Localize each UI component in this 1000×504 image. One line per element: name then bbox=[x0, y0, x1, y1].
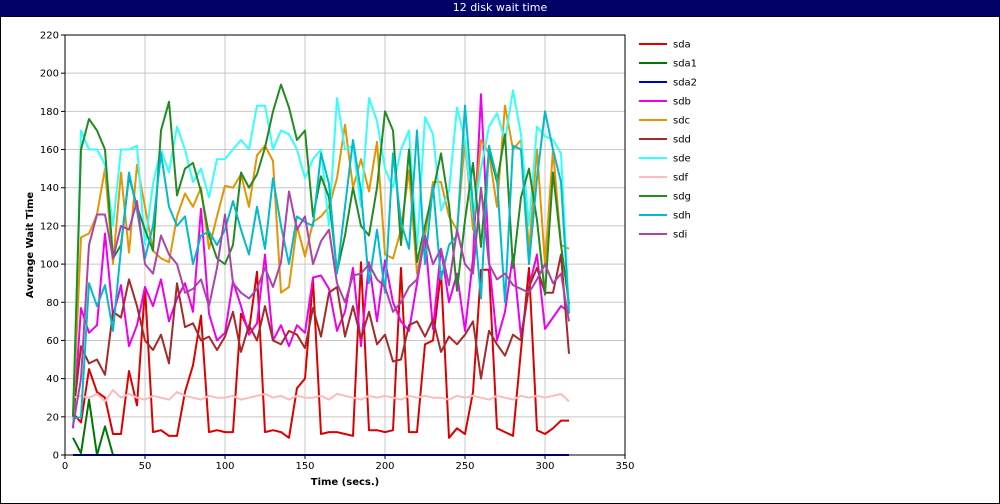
legend-label-sdf: sdf bbox=[673, 173, 689, 184]
y-tick-label: 140 bbox=[40, 183, 59, 194]
legend-label-sda2: sda2 bbox=[673, 78, 697, 89]
legend-label-sdb: sdb bbox=[673, 97, 691, 108]
legend-label-sda1: sda1 bbox=[673, 59, 697, 70]
y-tick-label: 80 bbox=[46, 298, 59, 309]
legend-label-sdd: sdd bbox=[673, 135, 691, 146]
series-line-sde bbox=[72, 89, 570, 427]
x-axis-title: Time (secs.) bbox=[311, 477, 380, 488]
series-line-sdc bbox=[72, 104, 570, 417]
y-tick-label: 220 bbox=[40, 31, 59, 42]
series-lines bbox=[72, 83, 570, 456]
x-tick-label: 250 bbox=[455, 461, 474, 472]
y-tick-label: 40 bbox=[46, 374, 59, 385]
legend-label-sdg: sdg bbox=[673, 192, 691, 203]
legend: sda sda1 sda2 sdb sdc sdd sde sdf sdg sdh sdi bbox=[639, 40, 697, 241]
x-tick-label: 50 bbox=[139, 461, 152, 472]
chart-frame: 0 50 100 150 200 250 300 350 0 20 40 60 80 100 120 140 1… bbox=[0, 16, 1000, 504]
x-tick-label: 100 bbox=[215, 461, 234, 472]
y-tick-label: 180 bbox=[40, 107, 59, 118]
legend-label-sdi: sdi bbox=[673, 230, 687, 241]
y-tick-label: 60 bbox=[46, 336, 59, 347]
y-tick-label: 0 bbox=[53, 451, 59, 462]
window-title: 12 disk wait time bbox=[0, 0, 1000, 16]
legend-label-sde: sde bbox=[673, 154, 691, 165]
series-line-sdi bbox=[72, 186, 570, 427]
axis-ticks: 0 50 100 150 200 250 300 350 0 20 40 60 80 100 120 140 1… bbox=[40, 31, 635, 473]
plot-area bbox=[64, 34, 626, 456]
legend-label-sdc: sdc bbox=[673, 116, 690, 127]
y-tick-label: 200 bbox=[40, 69, 59, 80]
legend-label-sdh: sdh bbox=[673, 211, 691, 222]
y-tick-label: 100 bbox=[40, 260, 59, 271]
series-line-sdh bbox=[72, 104, 570, 420]
y-tick-label: 160 bbox=[40, 145, 59, 156]
series-line-sdd bbox=[72, 253, 570, 417]
x-tick-label: 0 bbox=[62, 461, 68, 472]
x-tick-label: 150 bbox=[295, 461, 314, 472]
legend-label-sda: sda bbox=[673, 40, 691, 51]
y-axis-title: Average Wait Time bbox=[25, 192, 36, 299]
series-line-sdf bbox=[72, 389, 570, 403]
y-tick-label: 120 bbox=[40, 221, 59, 232]
x-tick-label: 350 bbox=[615, 461, 634, 472]
x-tick-label: 200 bbox=[375, 461, 394, 472]
chart: 0 50 100 150 200 250 300 350 0 20 40 60 80 100 120 140 1… bbox=[25, 31, 697, 489]
y-tick-label: 20 bbox=[46, 412, 59, 423]
series-line-sda bbox=[72, 261, 569, 439]
x-tick-label: 300 bbox=[535, 461, 554, 472]
